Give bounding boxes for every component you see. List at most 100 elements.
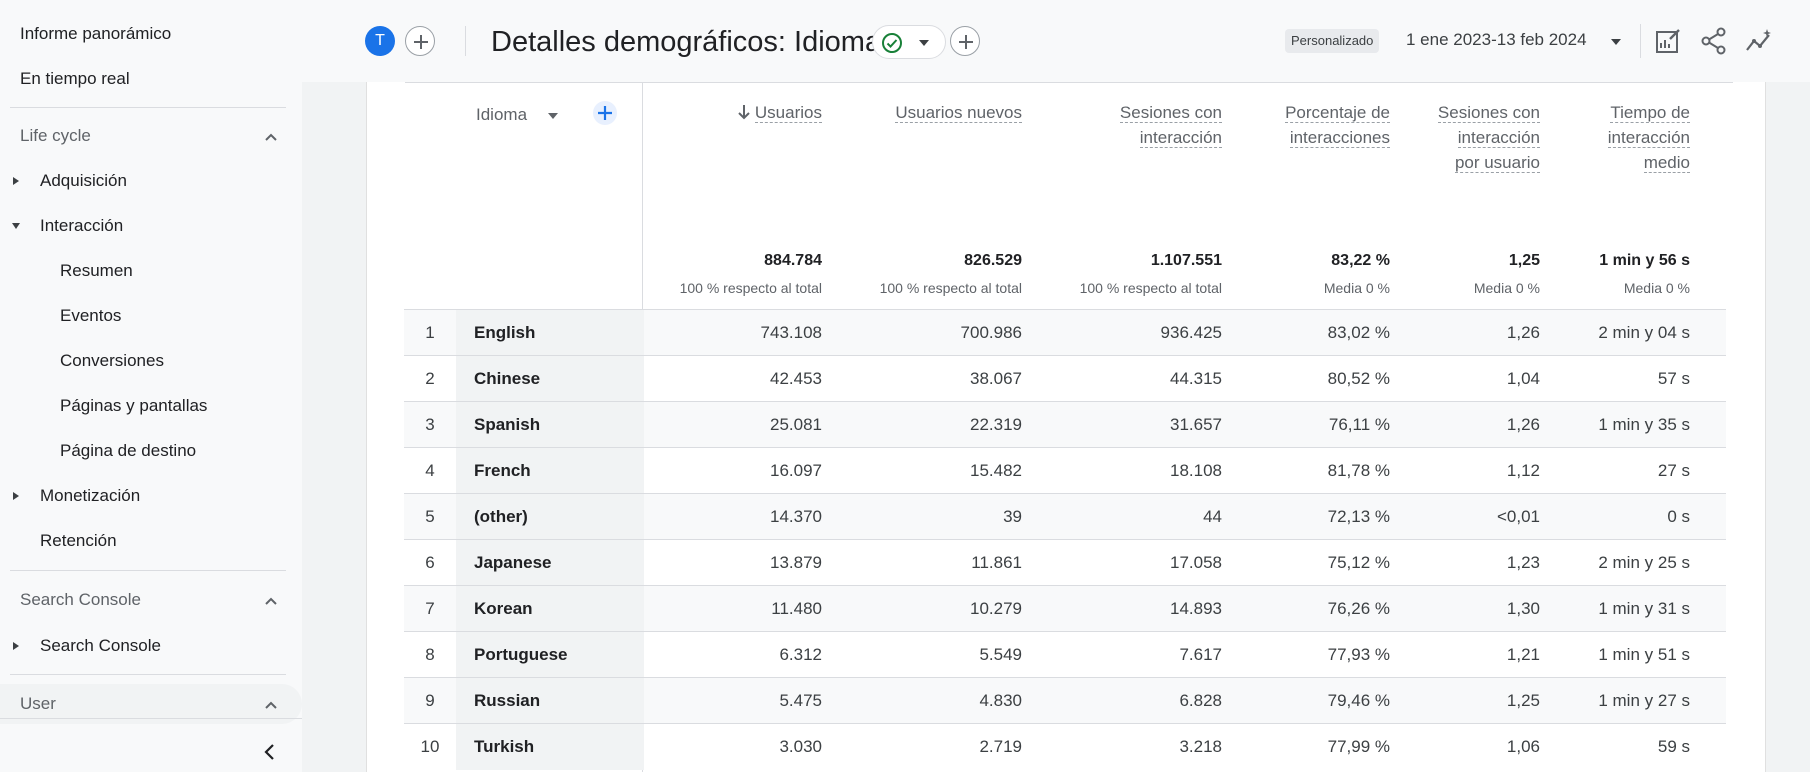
total-subtext: Media 0 %: [1473, 280, 1540, 296]
row-metric-value: 743.108: [760, 322, 822, 342]
row-metric-value: 11.861: [971, 552, 1022, 572]
nav-item-informe-panoramico[interactable]: Informe panorámico: [20, 24, 172, 43]
column-header-label: Tiempo de interacción medio: [1607, 103, 1690, 173]
section-life-cycle[interactable]: Life cycle: [20, 126, 290, 146]
nav-item-en-tiempo-real[interactable]: En tiempo real: [20, 69, 130, 88]
caret-down-icon: [12, 223, 20, 229]
sort-descending-icon: [738, 105, 750, 120]
add-comparison-button[interactable]: [405, 26, 435, 56]
row-language: Turkish: [456, 723, 644, 770]
row-language: French: [456, 447, 644, 494]
column-header-label: Sesiones con interacción: [1119, 103, 1222, 148]
chevron-up-icon: [265, 701, 277, 709]
row-metric-value: 1,04: [1506, 368, 1540, 388]
total-subtext: 100 % respecto al total: [879, 280, 1022, 296]
nav-item-pagina-de-destino[interactable]: Página de destino: [60, 441, 197, 460]
row-metric-value: 18.108: [1170, 460, 1222, 480]
edit-report-icon[interactable]: [1653, 26, 1683, 56]
plus-icon: [414, 35, 428, 49]
nav-item-conversiones[interactable]: Conversiones: [60, 351, 164, 370]
row-padding: [1690, 724, 1726, 770]
section-user-header[interactable]: User: [20, 694, 290, 714]
row-language: Russian: [456, 677, 644, 724]
row-metric-value: 27 s: [1657, 460, 1690, 480]
report-status-dropdown[interactable]: [872, 25, 946, 59]
add-card-button[interactable]: [950, 26, 980, 56]
section-search-console[interactable]: Search Console: [20, 590, 290, 610]
table-row[interactable]: 3 Spanish 25.081 22.319 31.657 76,11 % 1,26 1 m…: [404, 401, 1726, 448]
caret-down-icon: [919, 40, 929, 46]
row-metric-value: 44: [1203, 506, 1222, 526]
table-row[interactable]: 10 Turkish 3.030 2.719 3.218 77,99 % 1,06 59 s: [404, 723, 1726, 770]
section-life-cycle-label: Life cycle: [20, 126, 91, 145]
section-user[interactable]: [0, 684, 302, 724]
avatar[interactable]: T: [365, 26, 395, 56]
row-metric-value: 79,46 %: [1327, 690, 1390, 710]
row-language: Japanese: [456, 539, 644, 586]
divider: [465, 26, 466, 56]
nav-item-eventos[interactable]: Eventos: [60, 306, 122, 325]
row-metric-value: 5.475: [779, 690, 822, 710]
collapse-sidebar-icon[interactable]: [262, 742, 278, 762]
row-metric-value: 16.097: [770, 460, 822, 480]
row-padding: [1690, 678, 1726, 724]
row-index: 3: [425, 414, 435, 434]
date-range-picker[interactable]: 1 ene 2023-13 feb 2024: [1406, 30, 1587, 49]
row-metric-value: 1,26: [1506, 322, 1540, 342]
row-metric-value: 59 s: [1657, 736, 1690, 756]
row-language: Chinese: [456, 355, 644, 402]
row-index: 4: [425, 460, 435, 480]
nav-item-interaccion-label: Interacción: [40, 216, 124, 235]
row-metric-value: 3.030: [779, 736, 822, 756]
nav-item-search-console[interactable]: Search Console: [13, 636, 161, 656]
table-row[interactable]: 4 French 16.097 15.482 18.108 81,78 % 1,12 27 s: [404, 447, 1726, 494]
total-value: 1 min y 56 s: [1599, 252, 1690, 269]
caret-down-icon[interactable]: [547, 112, 559, 120]
caret-down-icon[interactable]: [1610, 38, 1622, 46]
total-value: 83,22 %: [1331, 252, 1390, 269]
row-language: Korean: [456, 585, 644, 632]
column-header-tiempo-de-interaccion[interactable]: Tiempo de interacción medio: [1580, 100, 1690, 175]
nav-item-interaccion[interactable]: Interacción: [12, 216, 124, 236]
plus-icon: [959, 35, 973, 49]
table-row[interactable]: 2 Chinese 42.453 38.067 44.315 80,52 % 1,04 57 …: [404, 355, 1726, 402]
share-icon[interactable]: [1699, 26, 1729, 56]
table-row[interactable]: 8 Portuguese 6.312 5.549 7.617 77,93 % 1,21 1 m…: [404, 631, 1726, 678]
section-search-console-label: Search Console: [20, 590, 141, 609]
custom-range-badge: Personalizado: [1285, 29, 1380, 53]
row-metric-value: 13.879: [770, 552, 822, 572]
check-circle-icon: [882, 33, 902, 53]
table-row[interactable]: 7 Korean 11.480 10.279 14.893 76,26 % 1,30 1 mi…: [404, 585, 1726, 632]
nav-item-adquisicion[interactable]: Adquisición: [13, 171, 127, 191]
row-metric-value: 6.828: [1179, 690, 1222, 710]
insights-icon[interactable]: [1744, 26, 1774, 56]
row-metric-value: 0 s: [1667, 506, 1690, 526]
nav-item-paginas-y-pantallas[interactable]: Páginas y pantallas: [60, 396, 208, 415]
caret-right-icon: [13, 177, 19, 185]
row-metric-value: 1,30: [1506, 598, 1540, 618]
nav-item-retencion[interactable]: Retención: [40, 531, 117, 550]
nav-item-resumen[interactable]: Resumen: [60, 261, 133, 280]
row-metric-value: 15.482: [970, 460, 1022, 480]
row-metric-value: 80,52 %: [1327, 368, 1390, 388]
row-metric-value: 10.279: [970, 598, 1022, 618]
table-row[interactable]: 9 Russian 5.475 4.830 6.828 79,46 % 1,25 1 min …: [404, 677, 1726, 724]
table-row[interactable]: 5 (other) 14.370 39 44 72,13 % <0,01 0 s: [404, 493, 1726, 540]
row-index: 8: [425, 644, 435, 664]
nav-item-monetizacion[interactable]: Monetización: [13, 486, 140, 506]
row-language: Spanish: [456, 401, 644, 448]
dimension-selector[interactable]: Idioma: [476, 105, 528, 124]
column-header-usuarios[interactable]: Usuarios: [700, 100, 822, 125]
column-header-usuarios-nuevos[interactable]: Usuarios nuevos: [842, 100, 1022, 125]
column-header-sesiones-por-usuario[interactable]: Sesiones con interacción por usuario: [1430, 100, 1540, 175]
row-metric-value: 1,25: [1506, 690, 1540, 710]
page-title: Detalles demográficos: Idioma: [491, 26, 882, 58]
row-language: (other): [456, 493, 644, 540]
total-subtext: 100 % respecto al total: [1079, 280, 1222, 296]
table-row[interactable]: 1 English 743.108 700.986 936.425 83,02 % 1,26…: [404, 309, 1726, 356]
column-header-porcentaje-de-interacciones[interactable]: Porcentaje de interacciones: [1262, 100, 1390, 150]
column-header-sesiones-con-interaccion[interactable]: Sesiones con interacción: [1080, 100, 1222, 150]
add-dimension-icon[interactable]: [592, 100, 618, 126]
row-metric-value: 4.830: [979, 690, 1022, 710]
table-row[interactable]: 6 Japanese 13.879 11.861 17.058 75,12 % 1,23 2 …: [404, 539, 1726, 586]
